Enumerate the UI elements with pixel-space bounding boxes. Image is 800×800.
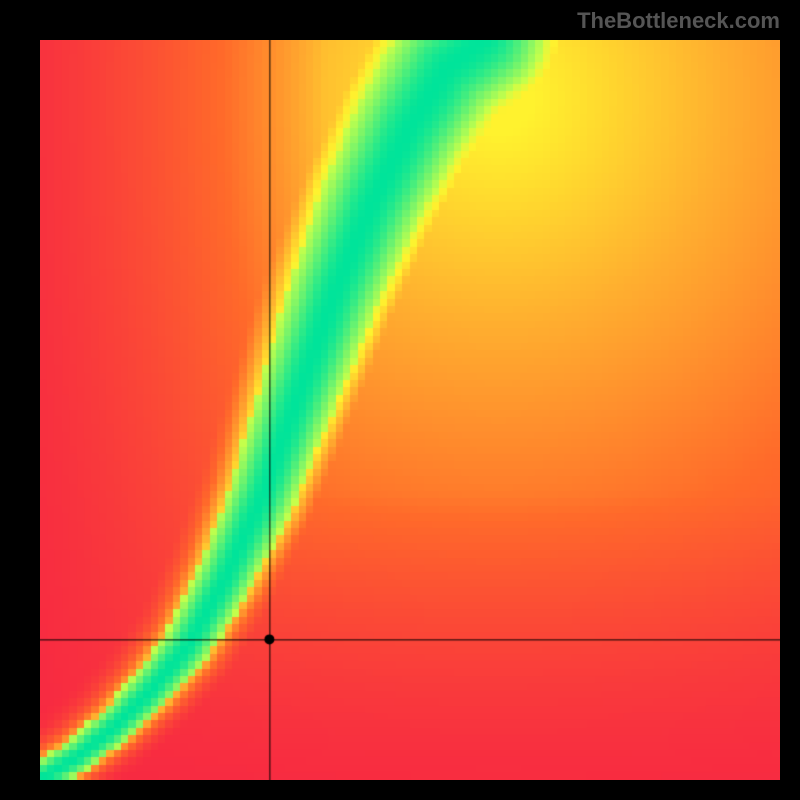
watermark-text: TheBottleneck.com [577,8,780,34]
heatmap-canvas [40,40,780,780]
chart-container: TheBottleneck.com [0,0,800,800]
